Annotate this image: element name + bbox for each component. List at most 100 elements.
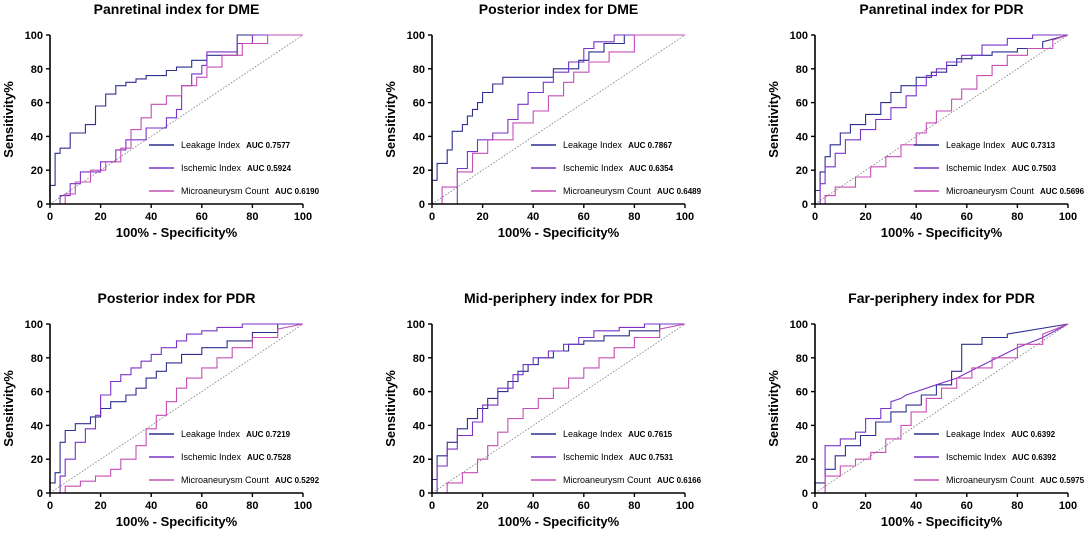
roc-curve-leakage (814, 323, 1069, 493)
x-tick-label: 20 (94, 500, 106, 512)
reference-diagonal-line (49, 34, 304, 205)
legend-label-ischemic: Ischemic Index (946, 163, 1007, 173)
y-tick-label: 60 (31, 98, 43, 110)
y-tick-label: 100 (25, 30, 43, 42)
legend: Leakage Index AUC 0.7219 Ischemic Index AUC… (149, 429, 320, 485)
y-tick-label: 60 (796, 98, 808, 110)
y-axis-label: Sensitivity% (383, 370, 398, 447)
reference-diagonal-line (431, 34, 686, 205)
legend: Leakage Index AUC 0.7867 Ischemic Index AUC… (531, 140, 702, 196)
y-tick-label: 100 (790, 30, 808, 42)
y-tick-label: 40 (31, 420, 43, 432)
y-tick-label: 0 (419, 199, 425, 211)
chart-title: Mid-periphery index for PDR (464, 290, 653, 306)
x-tick-label: 40 (910, 500, 922, 512)
y-axis-label: Sensitivity% (383, 81, 398, 158)
legend: Leakage Index AUC 0.7615 Ischemic Index AUC… (531, 429, 702, 485)
x-tick-label: 20 (859, 500, 871, 512)
y-tick-label: 0 (802, 488, 808, 500)
roc-curve-leakage (431, 34, 685, 204)
x-tick-label: 80 (246, 211, 258, 223)
x-tick-label: 60 (578, 500, 590, 512)
legend-label-leakage: Leakage Index (946, 429, 1006, 439)
legend-auc-leakage: AUC 0.6392 (1011, 430, 1056, 439)
legend-auc-ischemic: AUC 0.7531 (629, 453, 674, 462)
roc-curve-ischemic (432, 323, 685, 494)
y-axis-label: Sensitivity% (766, 370, 781, 447)
x-tick-label: 0 (47, 500, 53, 512)
y-tick-label: 40 (796, 420, 808, 432)
y-tick-label: 60 (796, 387, 808, 399)
legend-auc-microaneurysm: AUC 0.5696 (1040, 187, 1084, 196)
legend-auc-microaneurysm: AUC 0.5975 (1040, 476, 1084, 485)
y-tick-label: 80 (31, 64, 43, 76)
legend-label-ischemic: Ischemic Index (946, 452, 1007, 462)
chart-title: Posterior index for PDR (98, 290, 256, 306)
y-tick-label: 80 (796, 64, 808, 76)
legend-auc-ischemic: AUC 0.6354 (629, 164, 674, 173)
x-tick-label: 40 (527, 211, 539, 223)
y-tick-label: 60 (413, 387, 425, 399)
roc-curve-microaneurysm (50, 34, 303, 205)
reference-diagonal-line (49, 323, 304, 494)
legend-label-leakage: Leakage Index (181, 140, 241, 150)
y-tick-label: 80 (31, 353, 43, 365)
x-tick-label: 0 (47, 211, 53, 223)
legend-auc-leakage: AUC 0.7615 (628, 430, 673, 439)
y-tick-label: 20 (796, 454, 808, 466)
x-tick-label: 100 (294, 500, 312, 512)
x-axis-label: 100% - Specificity% (881, 514, 1003, 529)
roc-curve-leakage (49, 323, 303, 493)
roc-curve-ischemic (815, 323, 1069, 494)
x-tick-label: 60 (961, 211, 973, 223)
chart-title: Panretinal index for DME (94, 1, 260, 17)
legend-auc-ischemic: AUC 0.7503 (1012, 164, 1057, 173)
x-tick-label: 40 (145, 211, 157, 223)
legend-label-ischemic: Ischemic Index (181, 163, 242, 173)
roc-curve-microaneurysm (50, 323, 304, 494)
roc-chart-3: Panretinal index for PDR 0 20 40 60 80 100 0 20 4… (766, 1, 1084, 240)
x-tick-label: 100 (1059, 500, 1077, 512)
x-tick-label: 0 (429, 500, 435, 512)
chart-title: Posterior index for DME (479, 1, 638, 17)
legend-auc-leakage: AUC 0.7313 (1011, 141, 1056, 150)
roc-chart-4: Posterior index for PDR 0 20 40 60 80 100 0 20 40… (1, 290, 320, 529)
legend-auc-leakage: AUC 0.7577 (246, 141, 291, 150)
roc-chart-5: Mid-periphery index for PDR 0 20 40 60 80 100 0… (383, 290, 702, 529)
legend-auc-ischemic: AUC 0.5924 (247, 164, 292, 173)
legend-auc-ischemic: AUC 0.7528 (247, 453, 292, 462)
y-tick-label: 20 (413, 454, 425, 466)
x-tick-label: 100 (676, 211, 694, 223)
legend-label-microaneurysm: Microaneurysm Count (181, 186, 270, 196)
legend: Leakage Index AUC 0.6392 Ischemic Index AUC… (914, 429, 1084, 485)
x-axis-label: 100% - Specificity% (498, 225, 620, 240)
roc-curve-leakage (49, 34, 303, 204)
legend-label-microaneurysm: Microaneurysm Count (563, 475, 652, 485)
chart-title: Far-periphery index for PDR (848, 290, 1035, 306)
y-tick-label: 100 (407, 30, 425, 42)
y-tick-label: 20 (413, 165, 425, 177)
legend-auc-microaneurysm: AUC 0.6166 (657, 476, 702, 485)
x-tick-label: 80 (628, 211, 640, 223)
y-tick-label: 40 (796, 131, 808, 143)
legend: Leakage Index AUC 0.7577 Ischemic Index AUC… (149, 140, 320, 196)
legend-label-microaneurysm: Microaneurysm Count (946, 186, 1035, 196)
y-tick-label: 0 (37, 488, 43, 500)
y-tick-label: 40 (413, 420, 425, 432)
roc-curve-ischemic (50, 323, 303, 494)
y-tick-label: 40 (31, 131, 43, 143)
x-tick-label: 80 (1011, 211, 1023, 223)
x-tick-label: 100 (1059, 211, 1077, 223)
y-tick-label: 100 (407, 319, 425, 331)
legend-label-ischemic: Ischemic Index (563, 163, 624, 173)
legend-label-microaneurysm: Microaneurysm Count (181, 475, 270, 485)
x-axis-label: 100% - Specificity% (498, 514, 620, 529)
y-tick-label: 80 (796, 353, 808, 365)
legend-auc-leakage: AUC 0.7867 (628, 141, 673, 150)
reference-diagonal-line (814, 323, 1069, 494)
x-tick-label: 0 (812, 211, 818, 223)
legend-auc-microaneurysm: AUC 0.6190 (275, 187, 320, 196)
y-axis-label: Sensitivity% (766, 81, 781, 158)
legend-auc-leakage: AUC 0.7219 (246, 430, 291, 439)
